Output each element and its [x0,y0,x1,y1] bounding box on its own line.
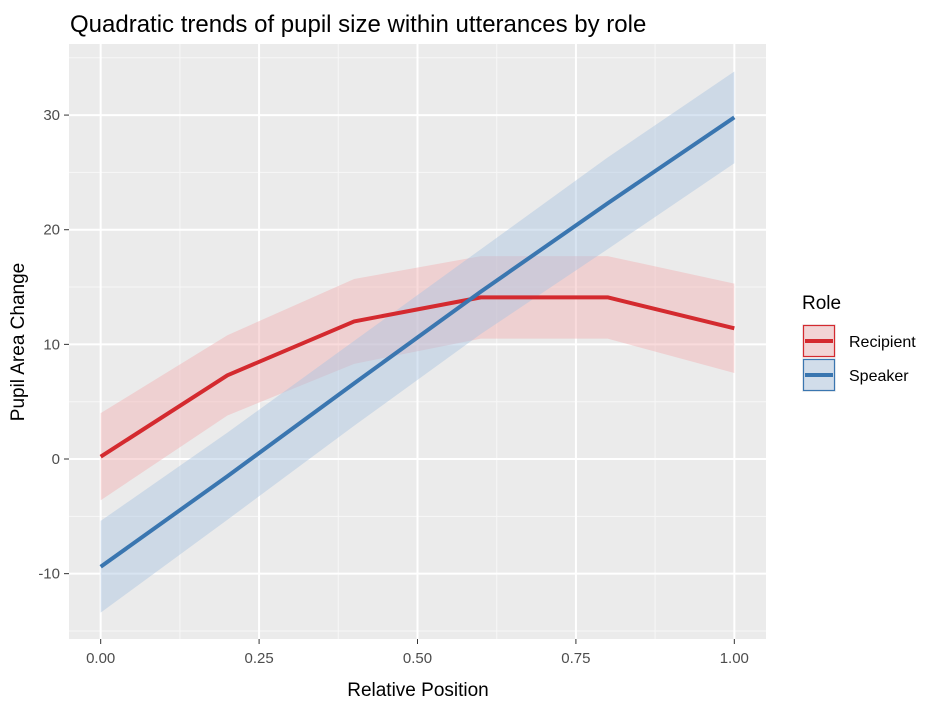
y-tick-label: -10 [38,566,60,583]
y-tick-label: 10 [43,336,60,353]
x-axis-title: Relative Position [347,680,489,701]
legend-label: Recipient [849,334,916,351]
legend-title: Role [802,293,841,314]
major-grid [69,44,766,639]
line-speaker [99,115,736,569]
x-tick-label: 0.25 [244,650,273,667]
legend-item-speaker: Speaker [802,358,909,392]
y-tick-label: 20 [43,222,60,239]
line-recipient [99,295,735,459]
ribbon-recipient [100,256,735,501]
y-tick-label: 0 [52,451,60,468]
x-tick-labels: 0.00 0.25 0.50 0.75 1.00 [86,650,749,667]
y-tick-labels: -10 0 10 20 30 [38,107,60,583]
y-axis-title: Pupil Area Change [8,263,29,421]
confidence-ribbons [100,71,735,613]
chart-title: Quadratic trends of pupil size within ut… [70,11,646,38]
x-tick-label: 0.75 [561,650,590,667]
ribbon-speaker [100,71,735,613]
y-tick-label: 30 [43,107,60,124]
axis-ticks [64,114,735,644]
legend-label: Speaker [849,368,909,385]
legend: Role Recipient Speaker [802,293,916,392]
x-tick-label: 1.00 [720,650,749,667]
series-lines [99,115,736,569]
x-tick-label: 0.00 [86,650,115,667]
x-tick-label: 0.50 [403,650,432,667]
legend-item-recipient: Recipient [802,324,916,358]
legend-items: Recipient Speaker [802,324,916,392]
